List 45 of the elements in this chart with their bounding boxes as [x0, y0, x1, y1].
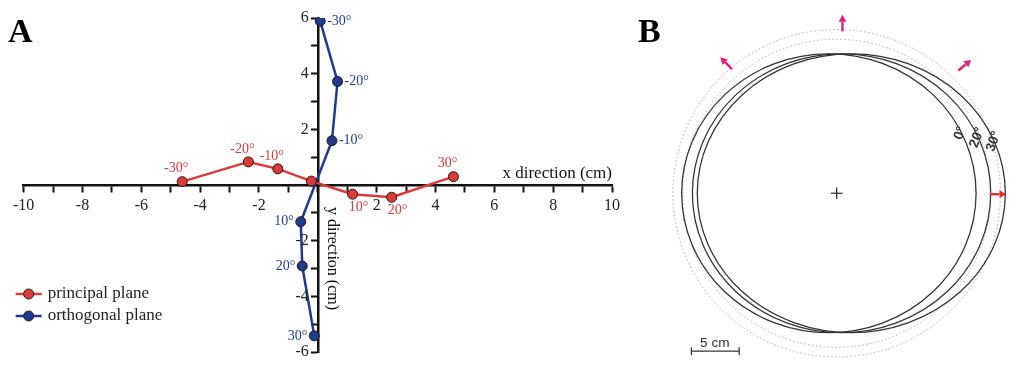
- annotation: -10°: [259, 147, 284, 163]
- annotation: 10°: [274, 213, 294, 229]
- point: [332, 75, 344, 87]
- annotation: -20°: [230, 140, 255, 156]
- annotation: 20°: [275, 257, 296, 273]
- point: [242, 156, 254, 168]
- x-tick-label: 10: [604, 195, 620, 213]
- y-tick-label: 6: [300, 8, 309, 26]
- x-tick-label: -6: [134, 195, 148, 213]
- legend-label: principal plane: [47, 283, 150, 303]
- point: [295, 216, 307, 228]
- annotation: -10°: [338, 132, 364, 148]
- annotation: -30°: [164, 160, 189, 176]
- point: [176, 176, 188, 188]
- chart-title: A: [8, 12, 33, 50]
- point: [386, 191, 398, 203]
- annotation: -30°: [327, 12, 352, 28]
- x-tick-label: 4: [431, 195, 440, 213]
- annotation: -20°: [344, 73, 369, 89]
- x-tick-label: 2: [372, 195, 381, 213]
- text: B: [638, 12, 661, 50]
- point: [314, 18, 326, 27]
- annotation: 10°: [348, 198, 369, 214]
- x-tick-label: -8: [75, 195, 90, 213]
- x-tick-label: -2: [252, 195, 266, 213]
- x-tick-label: 8: [549, 195, 558, 213]
- text: 5 cm: [700, 335, 730, 351]
- point: [326, 135, 338, 147]
- legend-label: orthogonal plane: [47, 305, 163, 325]
- annotation: 20°: [387, 201, 408, 217]
- point: [347, 188, 359, 200]
- x-axis-title: x direction (cm): [502, 162, 612, 182]
- x-tick-label: -10: [13, 195, 35, 213]
- y-tick-label: 2: [300, 119, 309, 137]
- point: [296, 260, 308, 272]
- point: [447, 171, 459, 183]
- y-tick-label: -6: [295, 342, 309, 360]
- point: [272, 163, 284, 175]
- x-tick-label: -4: [193, 195, 207, 213]
- y-axis-title: y direction (cm): [323, 207, 342, 311]
- point: [308, 330, 320, 342]
- annotation: 30°: [437, 155, 458, 171]
- x-tick-label: 6: [490, 195, 499, 213]
- annotation: 30°: [287, 327, 308, 343]
- y-tick-label: 4: [300, 63, 309, 81]
